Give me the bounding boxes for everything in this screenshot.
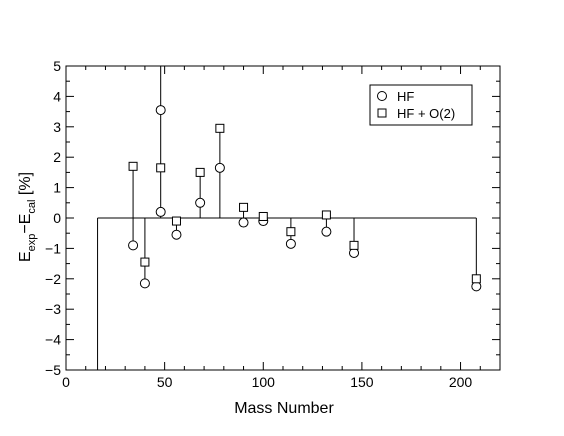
legend: HF HF + O(2) — [369, 84, 473, 126]
legend-label-hf-o2: HF + O(2) — [397, 106, 455, 121]
hf-o2-point — [195, 167, 205, 177]
y-tick-label: 5 — [53, 58, 61, 74]
hf-point — [128, 240, 139, 251]
x-tick-label: 0 — [62, 374, 70, 390]
hf-o2-point — [321, 210, 331, 220]
hf-o2-point — [349, 240, 359, 250]
y-tick-label: 3 — [53, 119, 61, 135]
x-tick-label: 150 — [350, 374, 374, 390]
y-tick-label: 2 — [53, 149, 61, 165]
legend-frame — [369, 84, 473, 126]
y-tick-label: −4 — [45, 332, 61, 348]
hf-point — [214, 162, 225, 173]
hf-o2-point — [128, 161, 138, 171]
y-tick-label: 0 — [53, 210, 61, 226]
y-tick-label: −3 — [45, 301, 61, 317]
x-tick-label: 50 — [157, 374, 173, 390]
hf-o2-point — [156, 163, 166, 173]
hf-point — [195, 197, 206, 208]
y-tick-label: −1 — [45, 240, 61, 256]
axis-layer: 0 50 100 150 200 −5 −4 −3 −2 −1 0 1 2 3 4 5 — [45, 58, 501, 390]
hf-o2-point — [140, 257, 150, 267]
hf-point — [171, 229, 182, 240]
hf-o2-point — [171, 216, 181, 226]
legend-square-marker — [377, 108, 387, 118]
hf-o2-point — [258, 211, 268, 221]
y-tick-label: 1 — [53, 180, 61, 196]
hf-point — [139, 278, 150, 289]
x-tick-label: 100 — [252, 374, 276, 390]
hf-point — [285, 238, 296, 249]
legend-label-hf: HF — [397, 89, 414, 104]
y-tick-label: 4 — [53, 88, 61, 104]
y-tick-label: −5 — [45, 362, 61, 378]
y-axis-label: Eexp−Ecal [%] — [17, 172, 38, 262]
legend-circle-marker — [377, 91, 387, 101]
hf-point — [238, 217, 249, 228]
y-tick-label: −2 — [45, 271, 61, 287]
x-tick-label: 200 — [449, 374, 473, 390]
hf-o2-point — [239, 202, 249, 212]
hf-o2-point — [471, 274, 481, 284]
hf-point — [155, 105, 166, 116]
x-axis-label: Mass Number — [234, 400, 334, 417]
hf-point — [321, 226, 332, 237]
hf-o2-point — [215, 123, 225, 133]
hf-point — [155, 206, 166, 217]
hf-o2-point — [286, 227, 296, 237]
plot-layer — [97, 66, 482, 370]
